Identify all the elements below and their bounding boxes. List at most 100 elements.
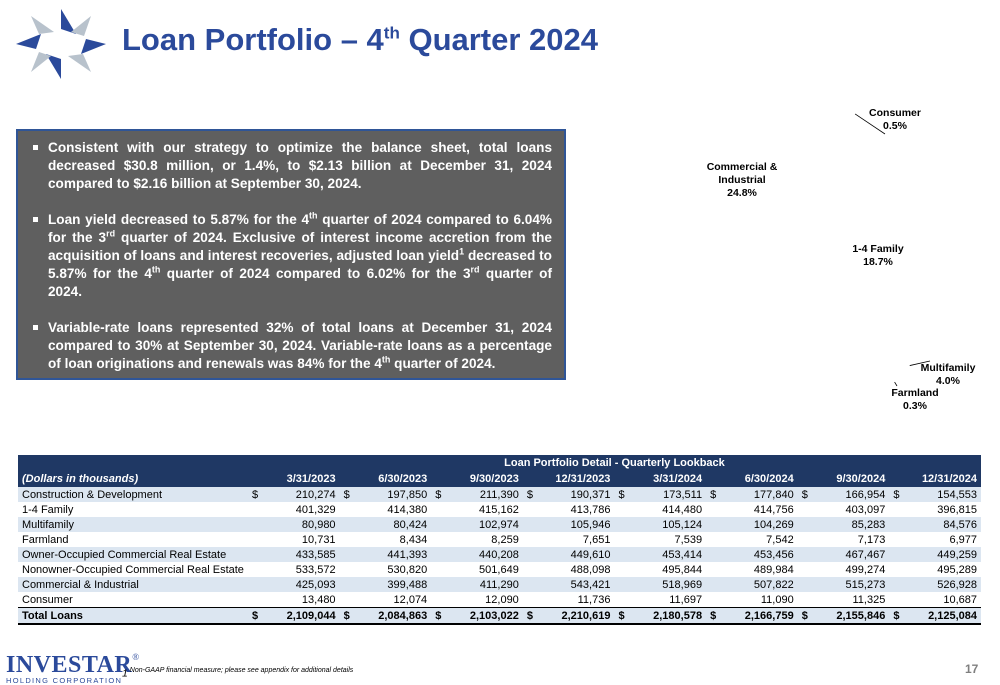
column-header: 6/30/2024 [706, 471, 798, 487]
pie-label: Consumer [869, 107, 921, 119]
cell-value: 11,090 [760, 593, 794, 606]
cell-content: 414,380 [344, 503, 428, 516]
cell-value: 533,572 [295, 563, 336, 576]
cell-value: 543,421 [570, 578, 611, 591]
cell-value: 530,820 [387, 563, 428, 576]
table-cell: 518,969 [614, 577, 707, 592]
cell-content: 453,456 [710, 549, 794, 561]
cell-value: 84,576 [943, 518, 977, 531]
cell-content: 13,480 [252, 594, 336, 606]
cell-content: 84,576 [893, 519, 977, 531]
cell-value: 104,269 [753, 518, 794, 531]
table-cell: $2,180,578 [614, 607, 707, 625]
cell-value: 2,210,619 [561, 609, 611, 622]
cell-content: $197,850 [344, 489, 428, 501]
title: Loan Portfolio – 4th Quarter 2024 [122, 22, 598, 58]
row-label: Total Loans [18, 607, 248, 625]
table-cell: $2,210,619 [522, 607, 615, 625]
row-label: Consumer [22, 593, 73, 606]
bullet-text: quarter of 2024. Exclusive of interest i… [48, 230, 552, 263]
column-header: 6/30/2023 [339, 471, 432, 487]
cell-content: 6,977 [893, 534, 977, 546]
bullet-text: th [151, 264, 161, 275]
bullet-text: th [381, 354, 391, 365]
table-row: Commercial & Industrial 425,093 399,488 411… [18, 577, 981, 592]
cell-content: 501,649 [435, 564, 519, 576]
bullet-text: rd [470, 264, 480, 275]
cell-content: $154,553 [893, 489, 977, 501]
table-cell: 530,820 [340, 562, 432, 577]
table-cell: 11,697 [614, 592, 706, 608]
table-cell: 533,572 [248, 562, 340, 577]
cell-value: 414,380 [387, 503, 428, 516]
cell-content: 401,329 [252, 504, 336, 516]
column-header: 3/31/2024 [614, 471, 707, 487]
cell-content: $2,125,084 [893, 610, 977, 622]
cell-content: $166,954 [802, 489, 886, 501]
bullet-text: rd [106, 228, 116, 239]
footnote: 1 Non-GAAP financial measure; please see… [122, 667, 353, 680]
logo-sub: HOLDING CORPORATION [6, 676, 123, 685]
cell-value: 526,928 [937, 578, 977, 591]
cell-value: 396,815 [937, 503, 977, 516]
table-cell: 488,098 [523, 562, 615, 577]
pie-value-label: 4.0% [936, 375, 961, 387]
table-cell: 8,434 [340, 532, 432, 547]
cell-content: 515,273 [802, 579, 886, 591]
bullet: Loan yield decreased to 5.87% for the 4t… [32, 211, 552, 301]
cell-content: $2,155,846 [802, 610, 886, 622]
table-cell: 415,162 [431, 502, 523, 517]
cell-value: 12,090 [485, 593, 519, 606]
cell-value: 211,390 [479, 488, 519, 501]
leader-line [894, 381, 898, 387]
pie-label: Commercial & [707, 161, 778, 173]
cell-content: 7,173 [802, 534, 886, 546]
cell-value: 210,274 [295, 488, 336, 501]
table-header-cell [18, 455, 248, 471]
cell-value: 453,456 [753, 548, 794, 561]
cell-content: 11,090 [710, 594, 794, 606]
table-cell: 411,290 [431, 577, 523, 592]
table-cell: 440,208 [431, 547, 523, 562]
table-cell: $173,511 [614, 487, 707, 502]
table-cell: 8,259 [431, 532, 523, 547]
cell-value: 7,539 [674, 533, 703, 546]
cell-value: 501,649 [479, 563, 519, 576]
table-cell: $190,371 [522, 487, 615, 502]
cell-content: 102,974 [435, 519, 519, 531]
cell-content: 11,736 [527, 594, 611, 606]
cell-value: 453,414 [662, 548, 703, 561]
table-cell: 495,289 [889, 562, 981, 577]
cell-value: 11,325 [852, 593, 886, 606]
cell-content: 10,731 [252, 534, 336, 546]
cell-value: 489,984 [753, 563, 794, 576]
table-cell: $2,125,084 [889, 607, 981, 625]
cell-content: 543,421 [527, 579, 611, 591]
cell-content: $2,109,044 [252, 610, 336, 622]
pie-label: Construction & [832, 169, 908, 181]
cell-value: 411,290 [479, 578, 519, 591]
pie-value-label: 21.1% [775, 369, 805, 381]
logo-mark [16, 9, 106, 79]
column-header: 9/30/2023 [431, 471, 523, 487]
pie-label: Industrial [718, 174, 765, 186]
cell-content: $2,210,619 [527, 610, 611, 622]
table-cell: 7,651 [523, 532, 615, 547]
cell-value: 2,103,022 [469, 609, 519, 622]
table-cell: 84,576 [889, 517, 981, 532]
cell-value: 399,488 [387, 578, 428, 591]
row-label: Multifamily [18, 517, 248, 532]
table-cell: 515,273 [797, 577, 890, 592]
table-cell: $2,109,044 [247, 607, 340, 625]
cell-value: 495,289 [937, 563, 977, 576]
cell-value: 2,155,846 [836, 609, 886, 622]
currency-symbol: $ [435, 488, 442, 501]
bullet-text: Consistent with our strategy to optimize… [48, 140, 552, 191]
table-row: Owner-Occupied Commercial Real Estate 433… [18, 547, 981, 562]
table-cell: 499,274 [798, 562, 890, 577]
table-cell: 11,736 [523, 592, 615, 608]
table-cell: 507,822 [706, 577, 798, 592]
table-cell: $154,553 [889, 487, 981, 502]
cell-value: 2,166,759 [744, 609, 794, 622]
bullet-text: 1 [459, 246, 465, 257]
